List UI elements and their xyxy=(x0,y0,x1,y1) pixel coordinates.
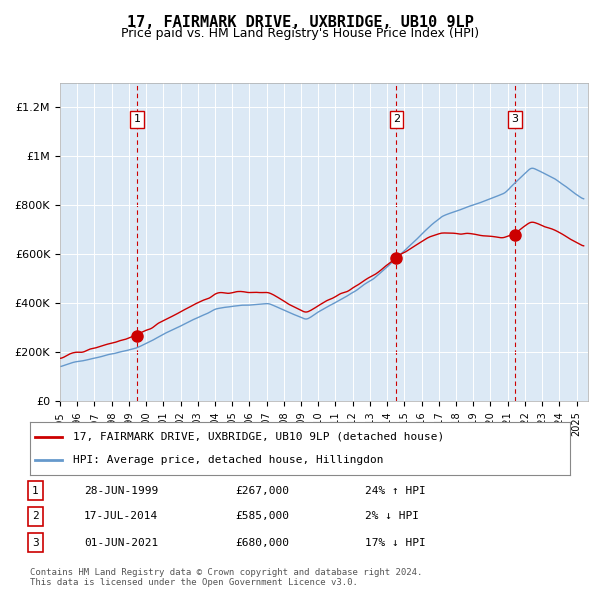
Text: £267,000: £267,000 xyxy=(235,486,289,496)
Text: 01-JUN-2021: 01-JUN-2021 xyxy=(84,537,158,548)
Text: HPI: Average price, detached house, Hillingdon: HPI: Average price, detached house, Hill… xyxy=(73,455,384,465)
Text: 1: 1 xyxy=(32,486,39,496)
Text: 17, FAIRMARK DRIVE, UXBRIDGE, UB10 9LP: 17, FAIRMARK DRIVE, UXBRIDGE, UB10 9LP xyxy=(127,15,473,30)
Text: £585,000: £585,000 xyxy=(235,512,289,522)
Text: £680,000: £680,000 xyxy=(235,537,289,548)
Text: 3: 3 xyxy=(511,114,518,124)
Text: 2: 2 xyxy=(32,512,39,522)
Text: 17, FAIRMARK DRIVE, UXBRIDGE, UB10 9LP (detached house): 17, FAIRMARK DRIVE, UXBRIDGE, UB10 9LP (… xyxy=(73,432,445,442)
Text: 24% ↑ HPI: 24% ↑ HPI xyxy=(365,486,425,496)
Text: 2: 2 xyxy=(393,114,400,124)
Text: 3: 3 xyxy=(32,537,39,548)
Text: 28-JUN-1999: 28-JUN-1999 xyxy=(84,486,158,496)
Text: Price paid vs. HM Land Registry's House Price Index (HPI): Price paid vs. HM Land Registry's House … xyxy=(121,27,479,40)
Text: Contains HM Land Registry data © Crown copyright and database right 2024.
This d: Contains HM Land Registry data © Crown c… xyxy=(30,568,422,587)
Text: 1: 1 xyxy=(134,114,141,124)
Text: 2% ↓ HPI: 2% ↓ HPI xyxy=(365,512,419,522)
Text: 17-JUL-2014: 17-JUL-2014 xyxy=(84,512,158,522)
Text: 17% ↓ HPI: 17% ↓ HPI xyxy=(365,537,425,548)
